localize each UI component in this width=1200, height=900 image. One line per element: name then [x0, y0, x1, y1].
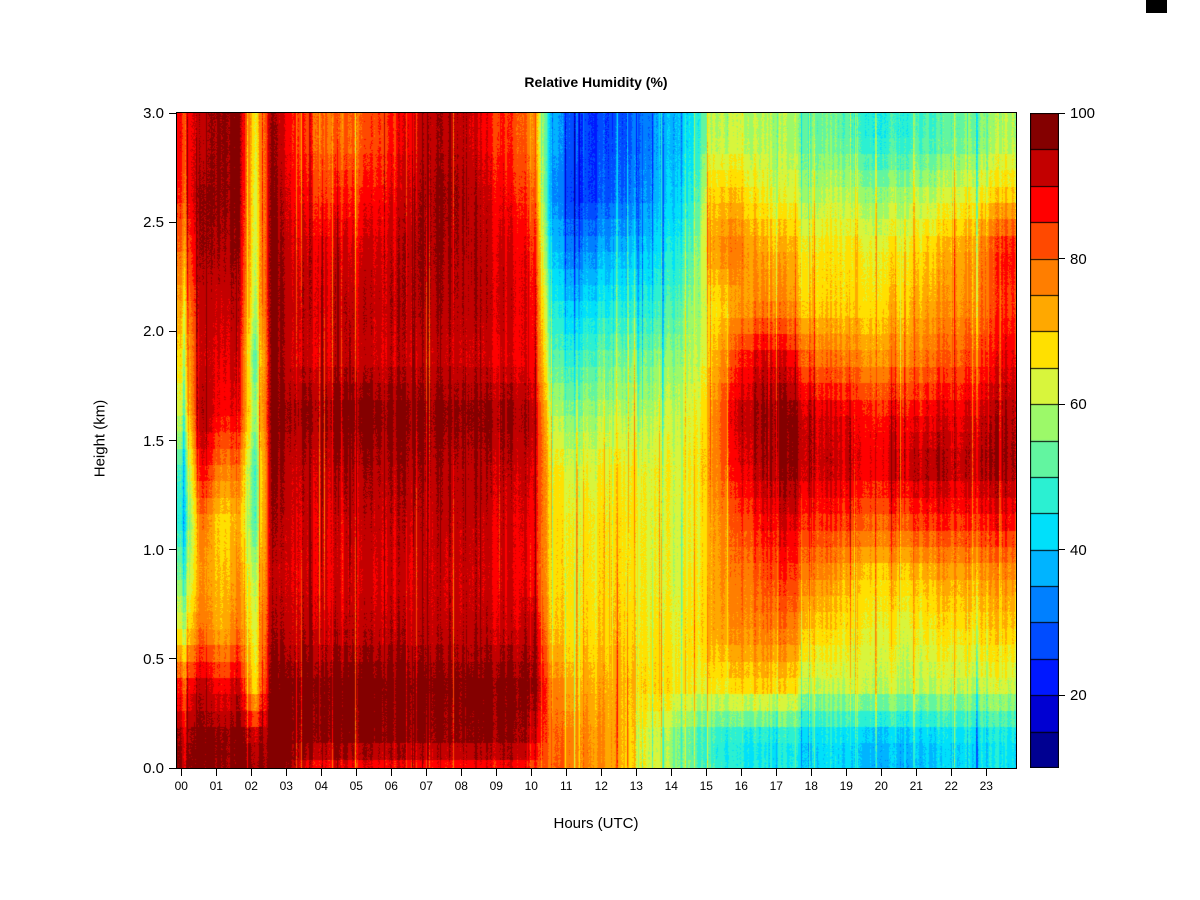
x-tick-label: 01: [209, 779, 223, 793]
x-tick-label: 13: [629, 779, 643, 793]
y-tick-label: 1.5: [143, 432, 164, 450]
y-tick: [169, 549, 176, 551]
y-tick-label: 2.0: [143, 323, 164, 341]
y-axis-line: [176, 113, 177, 769]
x-tick-label: 10: [524, 779, 538, 793]
x-tick: [776, 768, 778, 776]
x-tick-label: 06: [384, 779, 398, 793]
y-tick: [169, 221, 176, 223]
colorbar-tick-label: 40: [1070, 541, 1087, 559]
x-tick: [531, 768, 533, 776]
y-tick-label: 0.0: [143, 760, 164, 777]
y-tick: [169, 767, 176, 769]
x-tick-label: 17: [769, 779, 783, 793]
x-tick: [846, 768, 848, 776]
x-tick: [636, 768, 638, 776]
x-tick-label: 18: [804, 779, 818, 793]
x-tick-label: 14: [664, 779, 678, 793]
x-tick-label: 04: [314, 779, 328, 793]
x-tick-label: 02: [244, 779, 258, 793]
x-tick-label: 21: [909, 779, 923, 793]
x-tick: [601, 768, 603, 776]
x-tick: [566, 768, 568, 776]
x-tick-label: 05: [349, 779, 363, 793]
x-axis-label: Hours (UTC): [553, 815, 639, 832]
heatmap-canvas: [176, 113, 1016, 768]
x-tick: [881, 768, 883, 776]
plot-top-border: [176, 112, 1017, 113]
x-tick: [461, 768, 463, 776]
y-tick-label: 2.5: [143, 214, 164, 232]
x-tick-label: 15: [699, 779, 713, 793]
x-tick: [391, 768, 393, 776]
x-tick: [321, 768, 323, 776]
y-tick: [169, 658, 176, 660]
colorbar-tick: [1059, 549, 1065, 551]
x-tick-label: 19: [839, 779, 853, 793]
colorbar-tick: [1059, 112, 1065, 114]
x-tick: [811, 768, 813, 776]
colorbar-tick-label: 60: [1070, 396, 1087, 414]
x-tick: [706, 768, 708, 776]
chart-title: Relative Humidity (%): [524, 74, 668, 90]
x-tick: [356, 768, 358, 776]
corner-mark: [1146, 0, 1167, 13]
x-tick-label: 07: [419, 779, 433, 793]
colorbar-tick: [1059, 403, 1065, 405]
x-tick-label: 00: [174, 779, 188, 793]
x-axis-line: [176, 768, 1017, 769]
x-tick-label: 23: [979, 779, 993, 793]
x-tick: [741, 768, 743, 776]
x-tick: [181, 768, 183, 776]
x-tick: [916, 768, 918, 776]
colorbar-tick: [1059, 258, 1065, 260]
x-tick: [286, 768, 288, 776]
x-tick: [671, 768, 673, 776]
x-tick: [426, 768, 428, 776]
y-tick-label: 1.0: [143, 541, 164, 559]
colorbar-tick-label: 80: [1070, 250, 1087, 268]
x-tick-label: 12: [594, 779, 608, 793]
x-tick-label: 08: [454, 779, 468, 793]
y-tick: [169, 112, 176, 114]
x-tick: [496, 768, 498, 776]
x-tick-label: 03: [279, 779, 293, 793]
colorbar: [1030, 113, 1059, 768]
y-tick-label: 0.5: [143, 650, 164, 668]
x-tick: [951, 768, 953, 776]
x-tick-label: 16: [734, 779, 748, 793]
y-tick-label: 3.0: [143, 105, 164, 122]
x-tick: [251, 768, 253, 776]
x-tick: [986, 768, 988, 776]
colorbar-tick: [1059, 694, 1065, 696]
x-tick-label: 20: [874, 779, 888, 793]
colorbar-tick-label: 20: [1070, 687, 1087, 705]
y-tick: [169, 330, 176, 332]
x-tick: [216, 768, 218, 776]
x-tick-label: 22: [944, 779, 958, 793]
y-tick: [169, 440, 176, 441]
plot-right-border: [1016, 113, 1017, 769]
x-tick-label: 11: [560, 779, 573, 793]
x-tick-label: 09: [489, 779, 503, 793]
y-axis-label: Height (km): [91, 399, 109, 478]
colorbar-tick-label: 100: [1070, 105, 1096, 122]
